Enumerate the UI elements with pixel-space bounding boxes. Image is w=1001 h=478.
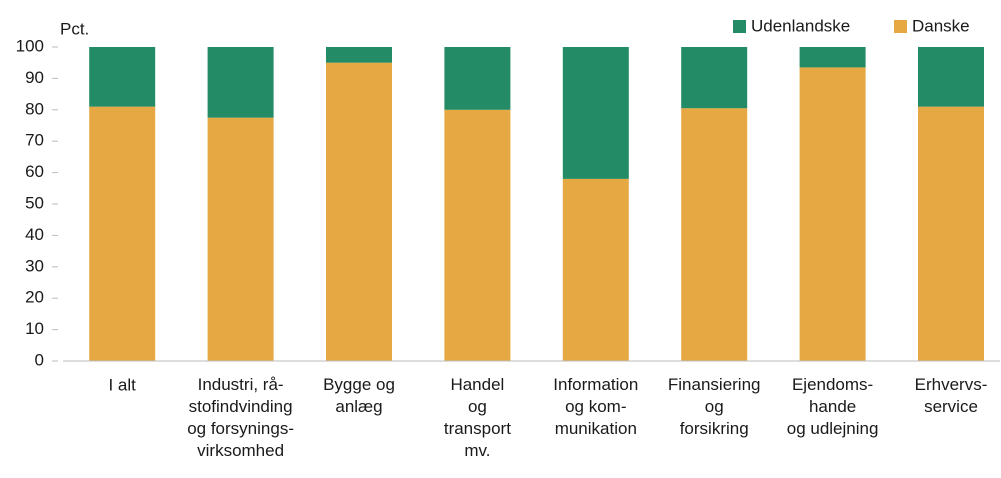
bar-segment (799, 47, 866, 68)
bar-segment (444, 109, 511, 361)
x-tick-label: Information og kom-munikation (553, 375, 638, 438)
x-tick-label: Ejendoms-hande og udlejning (787, 375, 879, 438)
y-tick-label: 50 (25, 193, 44, 212)
bar-segment (918, 106, 984, 361)
bar-segment (89, 106, 156, 361)
y-tick-label: 40 (25, 225, 44, 244)
y-tick-label: 20 (25, 288, 44, 307)
x-tick-label: Industri, rå-stofindvinding og forsynings… (187, 375, 294, 460)
legend-label: Udenlandske (751, 16, 850, 35)
x-tick-label: I alt (108, 375, 136, 394)
x-tick-label: Finansiering og forsikring (668, 375, 761, 438)
bar-segment (89, 47, 156, 107)
bar-segment (326, 47, 392, 63)
bar-segment (918, 47, 984, 107)
bar-segment (326, 62, 392, 361)
bar-segment (207, 47, 274, 118)
x-tick-label: Handel og transport mv. (444, 375, 511, 460)
legend-swatch (733, 20, 746, 33)
bar-segment (562, 178, 629, 361)
x-tick-label: Erhvervs-service (915, 375, 988, 416)
x-tick-label: Bygge og anlæg (323, 375, 395, 416)
y-tick-label: 100 (16, 36, 44, 55)
bar-segment (681, 108, 748, 361)
bar-segment (562, 47, 629, 179)
y-axis-label: Pct. (60, 19, 89, 38)
y-tick-label: 90 (25, 68, 44, 87)
y-tick-label: 70 (25, 131, 44, 150)
bar-segment (444, 47, 511, 110)
legend-swatch (894, 20, 907, 33)
bar-segment (799, 67, 866, 361)
y-tick-label: 30 (25, 256, 44, 275)
legend-label: Danske (912, 16, 970, 35)
bar-segment (681, 47, 748, 109)
bar-segment (207, 117, 274, 362)
y-tick-label: 10 (25, 319, 44, 338)
y-tick-label: 0 (35, 350, 44, 369)
y-tick-label: 80 (25, 99, 44, 118)
y-tick-label: 60 (25, 162, 44, 181)
